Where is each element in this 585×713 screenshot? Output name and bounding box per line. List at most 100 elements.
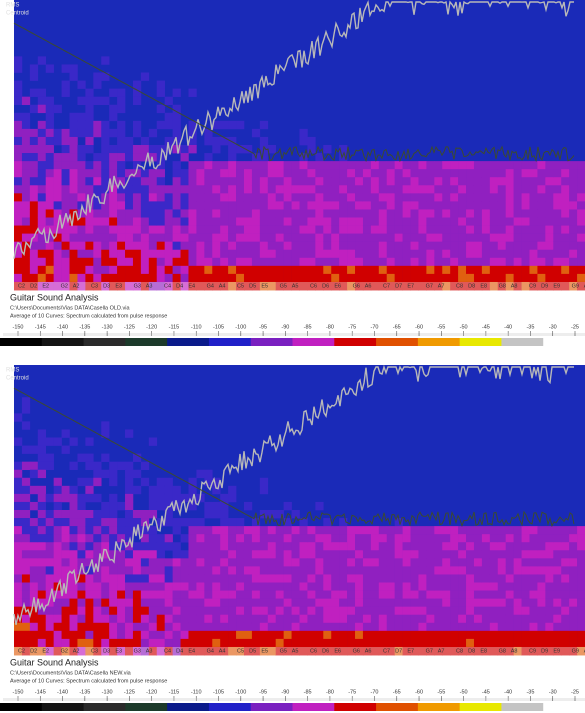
spectrogram-cell: [315, 583, 323, 591]
spectrogram-cell: [418, 558, 426, 566]
spectrogram-cell: [141, 266, 149, 274]
spectrogram-cell: [196, 542, 204, 550]
spectrogram-cell: [442, 639, 450, 647]
spectrogram-cell: [252, 631, 260, 639]
note-label: A2: [73, 648, 80, 654]
spectrogram-cell: [284, 226, 292, 234]
spectrogram-cell: [236, 201, 244, 209]
spectrogram-cell: [70, 607, 78, 615]
spectrogram-cell: [236, 242, 244, 250]
spectrogram-cell: [14, 218, 22, 226]
spectrogram-cell: [355, 526, 363, 534]
spectrogram-cell: [347, 534, 355, 542]
spectrogram-cell: [14, 81, 22, 89]
spectrogram-cell: [196, 274, 204, 282]
spectrogram-cell: [482, 169, 490, 177]
spectrogram-cell: [236, 542, 244, 550]
spectrogram-cell: [331, 177, 339, 185]
spectrogram-cell: [339, 274, 347, 282]
spectrogram-cell: [46, 97, 54, 105]
spectrogram-cell: [70, 177, 78, 185]
spectrogram-cell: [442, 550, 450, 558]
spectrogram-cell: [244, 502, 252, 510]
spectrogram-cell: [133, 193, 141, 201]
spectrogram-cell: [315, 542, 323, 550]
spectrogram-cell: [545, 639, 553, 647]
spectrogram-cell: [117, 583, 125, 591]
spectrogram-cell: [133, 486, 141, 494]
spectrogram-cell: [506, 615, 514, 623]
spectrogram-cell: [260, 542, 268, 550]
spectrogram-cell: [537, 631, 545, 639]
spectrogram-cell: [426, 266, 434, 274]
spectrogram-cell: [14, 121, 22, 129]
spectrogram-cell: [228, 137, 236, 145]
spectrogram-cell: [506, 258, 514, 266]
spectrogram-cell: [173, 193, 181, 201]
spectrogram-cell: [117, 201, 125, 209]
spectrogram-cell: [347, 526, 355, 534]
spectrogram-cell: [276, 534, 284, 542]
colorbar-swatch: [84, 703, 126, 711]
spectrogram-cell: [93, 97, 101, 105]
spectrogram-cell: [85, 145, 93, 153]
spectrogram-cell: [347, 558, 355, 566]
spectrogram-cell: [109, 250, 117, 258]
spectrogram-cell: [490, 639, 498, 647]
colorbar-tick-label: -125: [124, 689, 135, 695]
screenshot: RMSCentroidC2D2E2G2A2C3D3E3G3A3C4D4E4G4A…: [0, 0, 585, 713]
spectrogram-cell: [93, 234, 101, 242]
spectrogram-cell: [561, 266, 569, 274]
spectrogram-cell: [529, 623, 537, 631]
spectrogram-cell: [434, 558, 442, 566]
spectrogram-cell: [522, 615, 530, 623]
spectrogram-cell: [284, 250, 292, 258]
spectrogram-cell: [403, 242, 411, 250]
spectrogram-cell: [165, 534, 173, 542]
spectrogram-cell: [418, 599, 426, 607]
colorbar-tick-label: -80: [326, 324, 334, 330]
spectrogram-cell: [537, 566, 545, 574]
spectrogram-cell: [474, 193, 482, 201]
spectrogram-cell: [173, 623, 181, 631]
spectrogram-cell: [545, 161, 553, 169]
spectrogram-cell: [212, 218, 220, 226]
spectrogram-cell: [307, 550, 315, 558]
spectrogram-cell: [371, 623, 379, 631]
spectrogram-cell: [442, 218, 450, 226]
spectrogram-cell: [379, 185, 387, 193]
spectrogram-cell: [315, 502, 323, 510]
spectrogram-cell: [268, 250, 276, 258]
spectrogram-cell: [236, 177, 244, 185]
spectrogram-cell: [173, 486, 181, 494]
spectrogram-cell: [450, 542, 458, 550]
spectrogram-cell: [212, 558, 220, 566]
spectrogram-cell: [506, 623, 514, 631]
spectrogram-cell: [418, 201, 426, 209]
spectrogram-cell: [482, 558, 490, 566]
spectrogram-cell: [490, 161, 498, 169]
spectrogram-cell: [323, 615, 331, 623]
note-label: D4: [176, 648, 183, 654]
spectrogram-cell: [38, 129, 46, 137]
colorbar-tick-label: -95: [259, 324, 267, 330]
spectrogram-cell: [173, 591, 181, 599]
spectrogram-cell: [363, 534, 371, 542]
spectrogram-cell: [403, 250, 411, 258]
spectrogram-cell: [553, 639, 561, 647]
spectrogram-cell: [387, 193, 395, 201]
spectrogram-cell: [371, 615, 379, 623]
spectrogram-cell: [173, 177, 181, 185]
spectrogram-cell: [276, 615, 284, 623]
spectrogram-cell: [363, 242, 371, 250]
spectrogram-cell: [157, 542, 165, 550]
spectrogram-cell: [46, 201, 54, 209]
spectrogram-cell: [46, 526, 54, 534]
spectrogram-cell: [165, 258, 173, 266]
spectrogram-cell: [418, 234, 426, 242]
spectrogram-cell: [331, 201, 339, 209]
spectrogram-cell: [236, 623, 244, 631]
spectrogram-cell: [379, 574, 387, 582]
spectrogram-cell: [522, 534, 530, 542]
spectrogram-cell: [418, 250, 426, 258]
